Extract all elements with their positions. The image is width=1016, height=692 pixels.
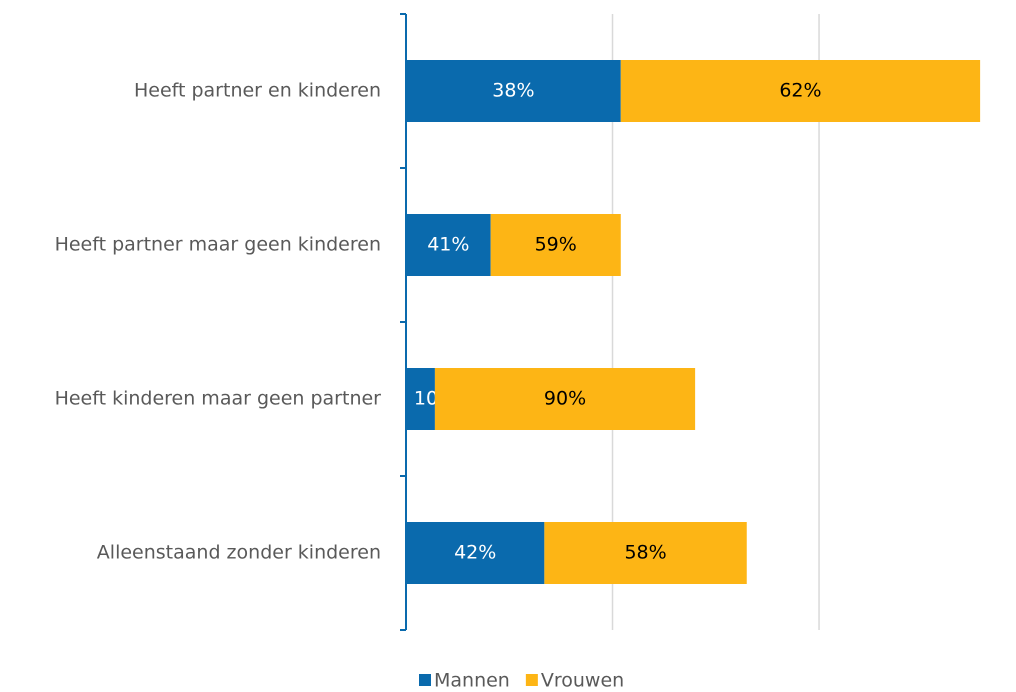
data-label: 41%	[427, 234, 469, 256]
legend-swatch	[419, 674, 431, 686]
bar-segment	[406, 522, 545, 584]
category-label: Heeft partner maar geen kinderen	[55, 234, 381, 256]
bar-segment	[406, 60, 621, 122]
bar-segment	[620, 60, 981, 122]
category-label: Alleenstaand zonder kinderen	[97, 542, 381, 564]
bar-segment	[406, 368, 435, 430]
bar-segment	[490, 214, 621, 276]
data-label: 42%	[454, 542, 496, 564]
category-label: Heeft partner en kinderen	[134, 80, 381, 102]
legend-label: Vrouwen	[541, 670, 624, 692]
category-label: Heeft kinderen maar geen partner	[55, 388, 382, 410]
data-label: 62%	[779, 80, 821, 102]
bar-segment	[434, 368, 696, 430]
data-label: 38%	[492, 80, 534, 102]
legend-swatch	[525, 674, 538, 686]
bar-segment	[544, 522, 747, 584]
data-label: 59%	[535, 234, 577, 256]
legend-label: Mannen	[434, 670, 510, 692]
bar-segment	[406, 214, 491, 276]
data-label: 90%	[544, 388, 586, 410]
data-label: 58%	[624, 542, 666, 564]
